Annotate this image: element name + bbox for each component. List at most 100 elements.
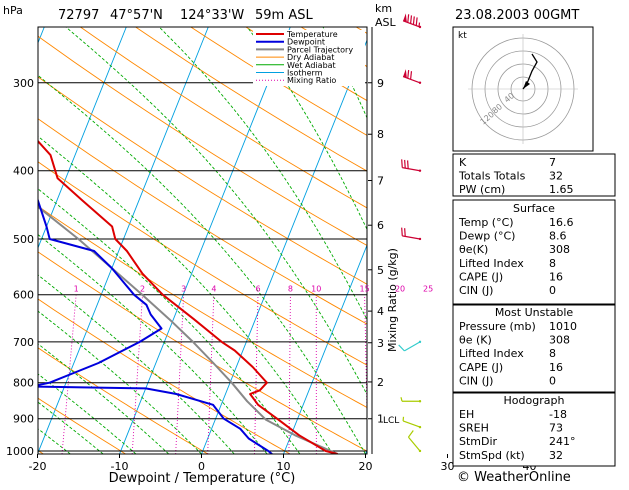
height-tick-label: 7 <box>377 175 384 188</box>
isobars <box>38 83 367 451</box>
isotherm-line <box>38 27 209 454</box>
index-label: Lifted Index <box>459 257 524 270</box>
wet-adiabat-line <box>0 27 70 454</box>
index-label: EH <box>459 408 474 421</box>
height-tick-label: 4 <box>377 305 384 318</box>
index-label: θe (K) <box>459 334 492 347</box>
mixing-ratio-line <box>289 295 291 454</box>
index-label: CIN (J) <box>459 374 493 387</box>
lcl-label: LCL <box>383 416 399 426</box>
mixing-ratio-label: 10 <box>311 285 321 294</box>
pressure-tick-label: 1000 <box>6 445 34 458</box>
x-axis-title: Dewpoint / Temperature (°C) <box>109 471 296 486</box>
index-value: 8 <box>549 347 556 360</box>
wet-adiabat-line <box>0 27 333 454</box>
wind-barb <box>402 228 422 241</box>
index-value: 16.6 <box>549 216 574 229</box>
index-label: PW (cm) <box>459 183 505 196</box>
wet-adiabat-line <box>247 27 464 454</box>
index-value: 32 <box>549 449 563 462</box>
index-label: SREH <box>459 422 489 435</box>
index-value: 1010 <box>549 320 577 333</box>
station-elev: 59m ASL <box>255 8 313 23</box>
index-label: CIN (J) <box>459 284 493 297</box>
index-label: Pressure (mb) <box>459 320 536 333</box>
isotherm-line <box>120 27 291 454</box>
index-value: 8 <box>549 257 556 270</box>
mixing-ratio-label: 6 <box>255 285 260 294</box>
pressure-tick-label: 500 <box>13 233 34 246</box>
temp-tick-label: -20 <box>29 460 47 473</box>
pressure-tick-label: 600 <box>13 289 34 302</box>
index-label: CAPE (J) <box>459 270 503 283</box>
index-value: 0 <box>549 284 556 297</box>
mixing-ratio-label: 1 <box>74 285 79 294</box>
copyright: © WeatherOnline <box>457 470 571 485</box>
wind-barb <box>401 397 421 402</box>
index-label: StmSpd (kt) <box>459 449 525 462</box>
index-label: Lifted Index <box>459 347 524 360</box>
index-label: StmDir <box>459 435 498 448</box>
index-label: Temp (°C) <box>458 216 514 229</box>
mixing-ratio-label: 25 <box>423 285 433 294</box>
index-value: -18 <box>549 408 567 421</box>
index-label: Totals Totals <box>458 170 526 183</box>
hpa-label: hPa <box>3 4 23 17</box>
index-value: 32 <box>549 170 563 183</box>
index-value: 73 <box>549 422 563 435</box>
index-value: 0 <box>549 374 556 387</box>
surface-title: Surface <box>513 202 555 215</box>
station-lat: 47°57'N <box>110 8 163 23</box>
wind-barbs <box>399 13 422 452</box>
mixing-ratio-label: 4 <box>211 285 216 294</box>
station-lon: 124°33'W <box>180 8 244 23</box>
height-tick-label: 3 <box>377 337 384 350</box>
mixing-ratio-line <box>428 295 435 454</box>
wind-barb <box>403 69 421 84</box>
index-value: 16 <box>549 270 563 283</box>
wind-barb <box>399 341 422 351</box>
height-tick-label: 8 <box>377 128 384 141</box>
pressure-tick-label: 900 <box>13 413 34 426</box>
wind-barb <box>403 417 421 428</box>
index-value: 308 <box>549 334 570 347</box>
height-tick-label: 9 <box>377 77 384 90</box>
asl-label: ASL <box>375 16 397 29</box>
pressure-tick-label: 800 <box>13 377 34 390</box>
temp-tick-label: 30 <box>441 460 455 473</box>
pressure-tick-label: 300 <box>13 77 34 90</box>
height-tick-label: 6 <box>377 219 384 232</box>
index-value: 308 <box>549 243 570 256</box>
mixing-ratio-axis-title: Mixing Ratio (g/kg) <box>386 248 399 352</box>
index-label: Dewp (°C) <box>459 230 515 243</box>
legend-item: Mixing Ratio <box>287 76 336 85</box>
index-value: 1.65 <box>549 183 574 196</box>
isotherm-line <box>284 27 455 454</box>
hodograph-unit: kt <box>458 31 467 41</box>
height-tick-label: 2 <box>377 376 384 389</box>
mixing-ratio-line <box>132 295 142 454</box>
index-label: CAPE (J) <box>459 361 503 374</box>
km-label: km <box>375 2 392 15</box>
most-unstable-title: Most Unstable <box>495 306 574 319</box>
hodograph-table-title: Hodograph <box>504 394 565 407</box>
mixing-ratio-line <box>176 295 184 454</box>
index-value: 16 <box>549 361 563 374</box>
wind-barb <box>403 13 421 28</box>
mixing-ratio-label: 3 <box>181 285 186 294</box>
index-value: 241° <box>549 435 576 448</box>
height-tick-label: 5 <box>377 264 384 277</box>
plot-frame <box>38 27 367 454</box>
temp-tick-label: 20 <box>359 460 373 473</box>
mixing-ratio-line <box>400 295 406 454</box>
wet-adiabat-line <box>159 27 431 454</box>
mixing-ratio-label: 8 <box>288 285 293 294</box>
pressure-tick-label: 700 <box>13 336 34 349</box>
mixing-ratio-label: 2 <box>140 285 145 294</box>
isotherm-line <box>202 27 373 454</box>
